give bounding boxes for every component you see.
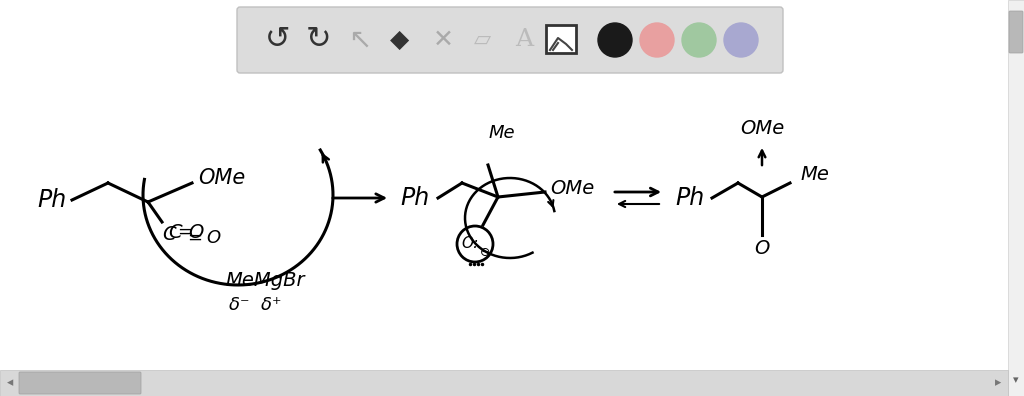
Text: OMe: OMe <box>199 168 246 188</box>
Text: ▸: ▸ <box>995 377 1001 390</box>
Text: ↻: ↻ <box>305 25 331 55</box>
FancyBboxPatch shape <box>237 7 783 73</box>
Text: Ph: Ph <box>676 186 705 210</box>
FancyBboxPatch shape <box>19 372 141 394</box>
Text: O:: O: <box>462 236 478 251</box>
Text: =: = <box>177 223 193 241</box>
Text: ◆: ◆ <box>390 28 410 52</box>
Circle shape <box>640 23 674 57</box>
Text: O: O <box>755 238 770 257</box>
Circle shape <box>598 23 632 57</box>
Text: OMe: OMe <box>550 179 594 198</box>
Text: MeMgBr: MeMgBr <box>225 270 305 289</box>
Circle shape <box>682 23 716 57</box>
Text: ↺: ↺ <box>265 25 291 55</box>
FancyBboxPatch shape <box>546 25 575 53</box>
Text: ✕: ✕ <box>432 28 454 52</box>
Circle shape <box>724 23 758 57</box>
Text: δ⁻  δ⁺: δ⁻ δ⁺ <box>228 296 282 314</box>
Text: Me: Me <box>488 124 515 142</box>
Text: C: C <box>168 223 182 242</box>
Text: Me: Me <box>801 166 829 185</box>
Bar <box>0 370 1008 396</box>
Text: OMe: OMe <box>740 118 784 137</box>
Text: ◂: ◂ <box>7 377 13 390</box>
Text: $\mathit{=O}$: $\mathit{=O}$ <box>184 229 221 247</box>
Text: Ph: Ph <box>37 188 67 212</box>
Text: $\mathit{C}$: $\mathit{C}$ <box>162 225 178 244</box>
Text: ⊖: ⊖ <box>480 246 490 259</box>
Text: ▱: ▱ <box>474 30 492 50</box>
Text: Ph: Ph <box>400 186 430 210</box>
Text: A: A <box>515 29 534 51</box>
Text: ▾: ▾ <box>1013 375 1019 385</box>
Text: ↖: ↖ <box>348 26 372 54</box>
Text: O: O <box>188 223 204 242</box>
FancyBboxPatch shape <box>1009 11 1023 53</box>
Bar <box>1008 0 1024 396</box>
